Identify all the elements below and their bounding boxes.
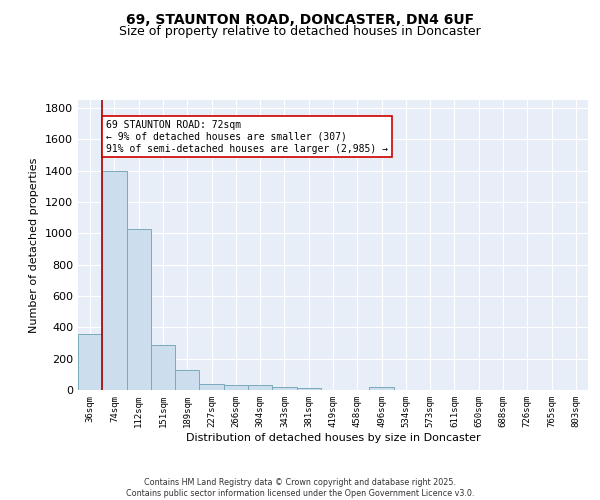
Text: Contains HM Land Registry data © Crown copyright and database right 2025.
Contai: Contains HM Land Registry data © Crown c… bbox=[126, 478, 474, 498]
Bar bbox=[102, 170, 127, 390]
Text: 69 STAUNTON ROAD: 72sqm
← 9% of detached houses are smaller (307)
91% of semi-de: 69 STAUNTON ROAD: 72sqm ← 9% of detached… bbox=[106, 120, 388, 154]
Bar bbox=[78, 334, 102, 390]
Bar bbox=[248, 384, 272, 390]
Y-axis label: Number of detached properties: Number of detached properties bbox=[29, 158, 40, 332]
Bar bbox=[175, 370, 199, 390]
X-axis label: Distribution of detached houses by size in Doncaster: Distribution of detached houses by size … bbox=[185, 432, 481, 442]
Text: 69, STAUNTON ROAD, DONCASTER, DN4 6UF: 69, STAUNTON ROAD, DONCASTER, DN4 6UF bbox=[126, 12, 474, 26]
Text: Size of property relative to detached houses in Doncaster: Size of property relative to detached ho… bbox=[119, 25, 481, 38]
Bar bbox=[199, 384, 224, 390]
Bar bbox=[272, 387, 296, 390]
Bar bbox=[127, 230, 151, 390]
Bar bbox=[151, 344, 175, 390]
Bar bbox=[370, 387, 394, 390]
Bar bbox=[224, 385, 248, 390]
Bar bbox=[296, 388, 321, 390]
